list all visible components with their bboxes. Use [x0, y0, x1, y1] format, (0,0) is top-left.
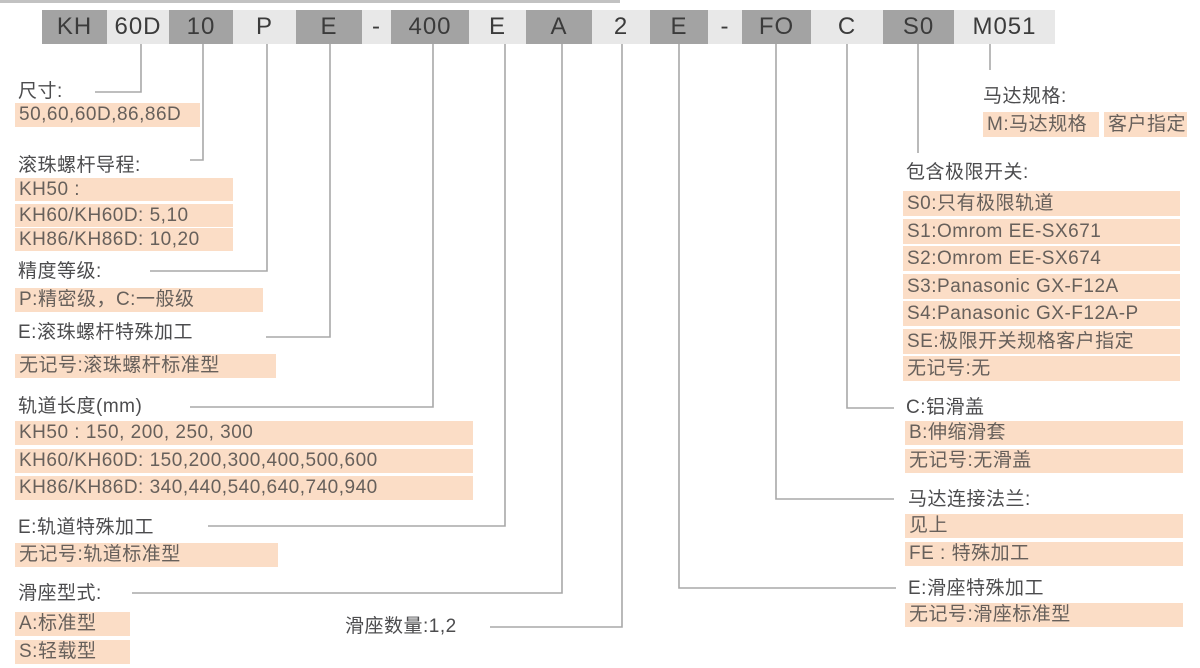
leader-screw-special	[266, 44, 331, 338]
limit-switch-row-none: 无记号:无	[903, 356, 1180, 381]
motor-spec-row: M:马达规格	[983, 112, 1099, 137]
track-length-label: 轨道长度(mm)	[18, 396, 143, 417]
lead-label: 滚珠螺杆导程:	[18, 155, 141, 176]
flange-row-see-above: 见上	[905, 514, 1183, 538]
code-segment-slider-type: A	[526, 10, 592, 44]
code-segment-hyphen-1: -	[362, 10, 391, 44]
limit-switch-row-s0: S0:只有极限轨道	[903, 191, 1180, 216]
code-segment-track-special: E	[469, 10, 526, 44]
code-segment-hyphen-2: -	[708, 10, 742, 44]
code-segment-flange: FO	[742, 10, 811, 44]
leader-slider-special	[678, 44, 896, 589]
slider-qty-label: 滑座数量:1,2	[345, 616, 457, 637]
top-crop-rule	[0, 0, 620, 3]
code-segment-screw-special: E	[296, 10, 362, 44]
limit-switch-row-s3: S3:Panasonic GX-F12A	[903, 274, 1180, 299]
track-special-label: E:轨道特殊加工	[18, 517, 154, 538]
code-segment-accuracy: P	[233, 10, 296, 44]
lead-row-kh60: KH60/KH60D: 5,10	[15, 204, 233, 227]
slider-type-row-a: A:标准型	[15, 612, 130, 636]
track-standard-row: 无记号:轨道标准型	[15, 543, 278, 567]
flange-label: 马达连接法兰:	[908, 489, 1031, 510]
cover-row-none: 无记号:无滑盖	[905, 449, 1183, 473]
lead-row-kh50: KH50 :	[15, 178, 233, 201]
leader-slider-qty	[490, 44, 623, 628]
motor-spec-customer-row: 客户指定	[1104, 112, 1187, 137]
code-segment-limit-switch: S0	[883, 10, 954, 44]
slider-type-row-s: S:轻载型	[15, 640, 130, 664]
motor-spec-label: 马达规格:	[983, 86, 1067, 107]
size-label: 尺寸:	[18, 81, 63, 102]
leader-flange	[775, 44, 894, 500]
limit-switch-row-s1: S1:Omrom EE-SX671	[903, 219, 1180, 244]
leader-lead	[190, 44, 204, 161]
accuracy-label: 精度等级:	[18, 261, 102, 282]
limit-switch-row-se: SE:极限开关规格客户指定	[903, 329, 1180, 354]
limit-switch-label: 包含极限开关:	[906, 162, 1029, 183]
code-segment-slider-special: E	[650, 10, 708, 44]
track-length-row-kh50: KH50 : 150, 200, 250, 300	[15, 421, 473, 445]
code-segment-motor-spec: M051	[954, 10, 1055, 44]
track-length-row-kh60: KH60/KH60D: 150,200,300,400,500,600	[15, 449, 473, 473]
model-code-bar: KH 60D 10 P E - 400 E A 2 E - FO C S0 M0…	[42, 10, 1055, 44]
screw-special-label: E:滚珠螺杆特殊加工	[18, 322, 193, 343]
screw-standard-row: 无记号:滚珠螺杆标准型	[15, 354, 276, 378]
lead-row-kh86: KH86/KH86D: 10,20	[15, 228, 233, 251]
code-segment-cover: C	[811, 10, 883, 44]
code-segment-size: 60D	[107, 10, 169, 44]
cover-label: C:铝滑盖	[906, 397, 985, 418]
code-segment-slider-qty: 2	[592, 10, 650, 44]
limit-switch-row-s4: S4:Panasonic GX-F12A-P	[903, 301, 1180, 326]
slider-type-label: 滑座型式:	[18, 583, 102, 604]
code-segment-lead: 10	[169, 10, 233, 44]
leader-size	[95, 44, 142, 93]
leader-cover	[846, 44, 894, 409]
flange-row-fe: FE : 特殊加工	[905, 542, 1183, 566]
size-options: 50,60,60D,86,86D	[15, 103, 200, 127]
accuracy-options: P:精密级，C:一般级	[15, 288, 263, 312]
slider-standard-row: 无记号:滑座标准型	[905, 603, 1183, 627]
limit-switch-row-s2: S2:Omrom EE-SX674	[903, 246, 1180, 271]
cover-row-b: B:伸缩滑套	[905, 421, 1183, 445]
code-segment-series: KH	[42, 10, 107, 44]
code-segment-track-length: 400	[391, 10, 469, 44]
track-length-row-kh86: KH86/KH86D: 340,440,540,640,740,940	[15, 476, 473, 500]
slider-special-label: E:滑座特殊加工	[908, 578, 1044, 599]
